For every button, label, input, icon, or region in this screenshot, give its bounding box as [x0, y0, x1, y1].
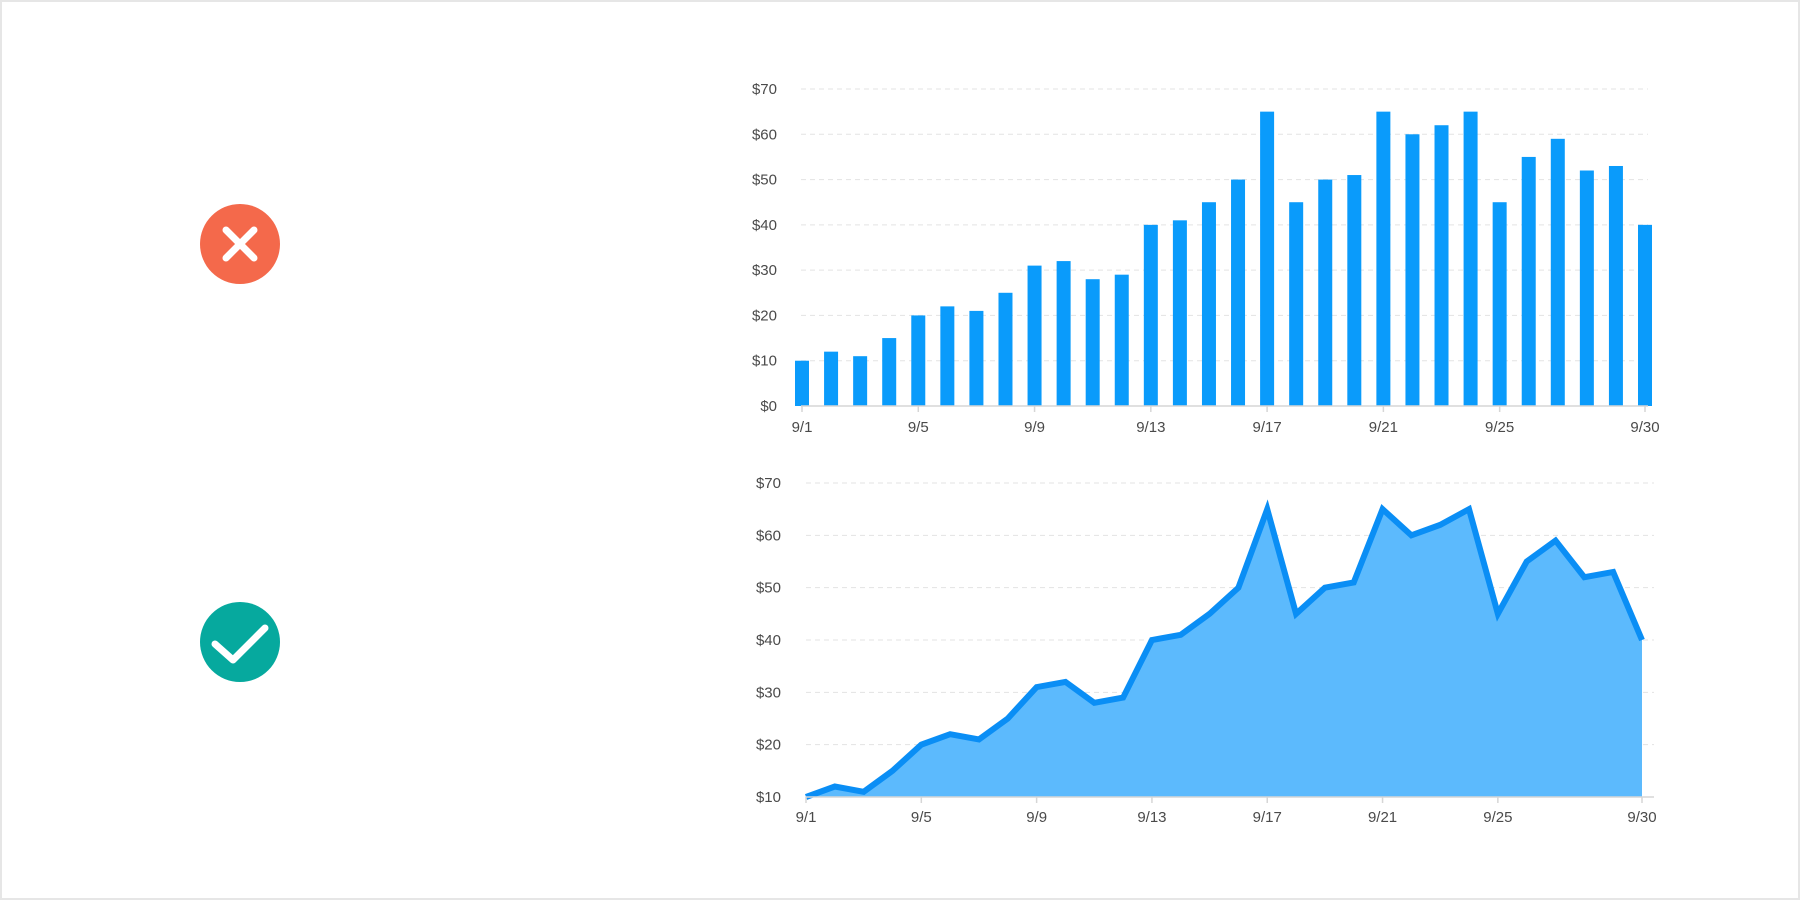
- incorrect-badge: [200, 204, 280, 284]
- bar: [1463, 111, 1478, 407]
- bar: [1405, 134, 1420, 407]
- y-tick-label: $10: [752, 353, 777, 370]
- x-tick-label: 9/9: [1026, 809, 1047, 826]
- bar: [1027, 265, 1042, 406]
- bar: [940, 306, 955, 406]
- bar: [1143, 224, 1158, 406]
- x-tick-label: 9/13: [1136, 419, 1165, 436]
- x-tick-label: 9/25: [1485, 419, 1514, 436]
- bar: [1376, 111, 1391, 407]
- y-tick-label: $50: [752, 172, 777, 189]
- x-tick-label: 9/1: [792, 419, 813, 436]
- x-tick-label: 9/25: [1483, 809, 1512, 826]
- x-tick-label: 9/13: [1137, 809, 1166, 826]
- bar: [1550, 138, 1565, 407]
- y-tick-label: $60: [752, 126, 777, 143]
- x-tick-label: 9/21: [1369, 419, 1398, 436]
- area-fill: [806, 509, 1642, 797]
- x-tick-label: 9/17: [1253, 419, 1282, 436]
- bar: [1085, 279, 1100, 406]
- bar: [882, 338, 897, 406]
- correct-badge: [200, 602, 280, 682]
- bar: [1608, 165, 1623, 406]
- y-tick-label: $70: [756, 475, 781, 492]
- y-tick-label: $70: [752, 81, 777, 98]
- y-tick-label: $20: [756, 737, 781, 754]
- x-tick-label: 9/21: [1368, 809, 1397, 826]
- y-tick-label: $40: [756, 632, 781, 649]
- bar: [1434, 125, 1449, 406]
- x-tick-label: 9/30: [1630, 419, 1659, 436]
- x-tick-label: 9/5: [908, 419, 929, 436]
- y-tick-label: $50: [756, 580, 781, 597]
- bar: [824, 351, 839, 406]
- bar: [1579, 170, 1594, 406]
- x-tick-label: 9/9: [1024, 419, 1045, 436]
- y-tick-label: $40: [752, 217, 777, 234]
- y-tick-label: $20: [752, 307, 777, 324]
- bar: [911, 315, 926, 406]
- close-icon: [200, 204, 280, 284]
- bar: [1114, 274, 1129, 406]
- bar: [1172, 220, 1187, 406]
- bar: [1289, 202, 1304, 406]
- series-line: [804, 499, 1645, 800]
- bar: [1492, 202, 1507, 406]
- y-tick-label: $30: [752, 262, 777, 279]
- bar: [1347, 175, 1362, 406]
- x-tick-label: 9/1: [796, 809, 817, 826]
- bar: [1638, 224, 1652, 406]
- bar: [795, 360, 809, 406]
- y-tick-label: $60: [756, 527, 781, 544]
- bar: [1201, 202, 1216, 406]
- y-tick-label: $30: [756, 684, 781, 701]
- bar: [1231, 179, 1246, 406]
- bar: [1260, 111, 1275, 407]
- bar: [1318, 179, 1333, 406]
- bar: [969, 310, 984, 406]
- x-tick-label: 9/17: [1253, 809, 1282, 826]
- y-tick-label: $10: [756, 789, 781, 806]
- y-tick-label: $0: [760, 398, 777, 415]
- bar: [1521, 156, 1536, 406]
- bar: [998, 292, 1013, 406]
- bar: [1056, 261, 1071, 406]
- x-tick-label: 9/30: [1627, 809, 1656, 826]
- bar: [853, 356, 868, 406]
- x-tick-label: 9/5: [911, 809, 932, 826]
- check-icon: [200, 602, 280, 682]
